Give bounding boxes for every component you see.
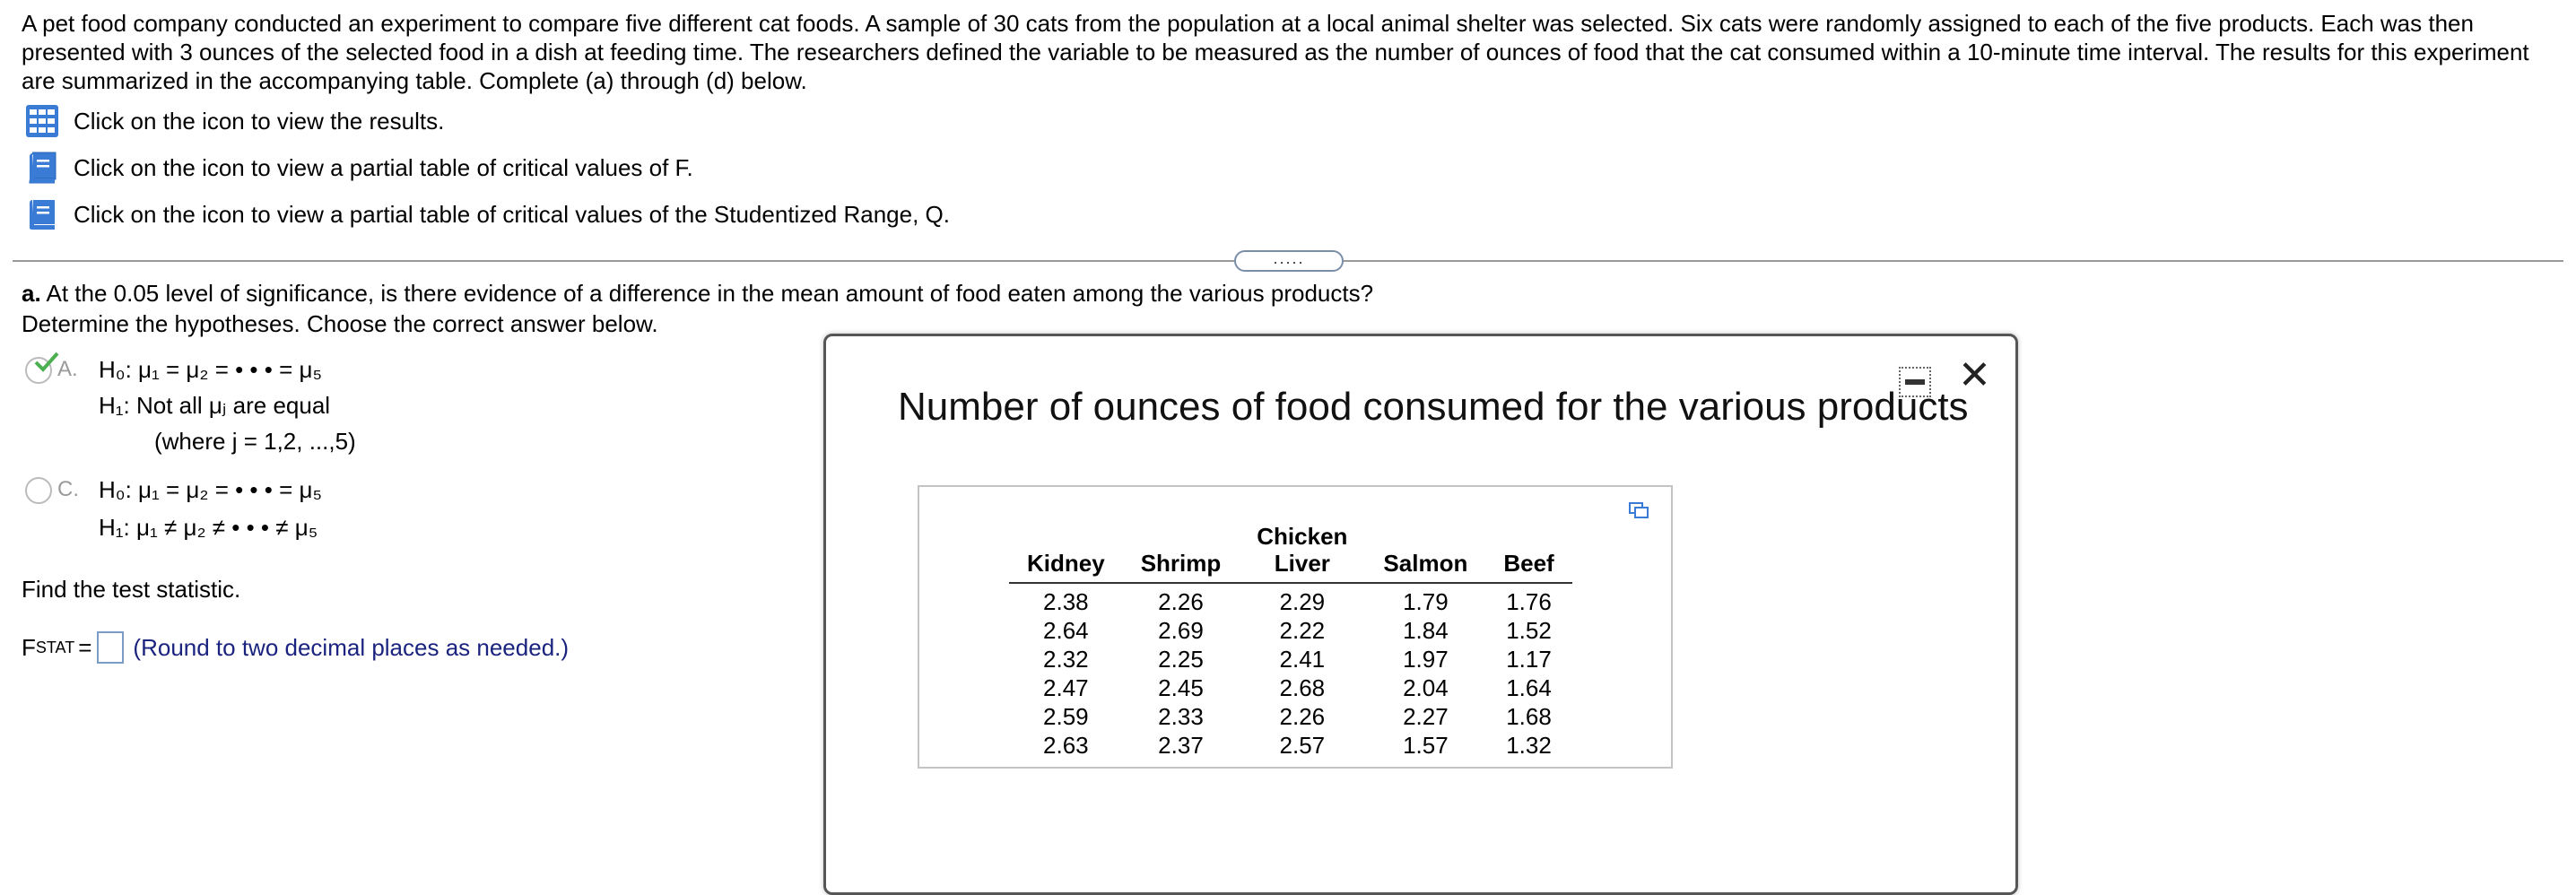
choice-a-h1: H₁: Not all μⱼ are equal — [99, 392, 331, 419]
table-cell: 2.27 — [1403, 703, 1449, 730]
table-cell: 1.79 — [1403, 588, 1449, 615]
divider-drag-handle[interactable]: ..... — [1234, 250, 1344, 272]
data-table: Kidney Shrimp Chicken Liver Salmon Beef … — [1009, 523, 1572, 760]
table-cell: 2.57 — [1279, 732, 1326, 759]
view-f-table-link[interactable]: Click on the icon to view a partial tabl… — [25, 151, 693, 185]
question-a: a. At the 0.05 level of significance, is… — [22, 278, 1373, 308]
table-cell: 2.38 — [1043, 588, 1089, 615]
question-a-instruction: Determine the hypotheses. Choose the cor… — [22, 310, 658, 337]
table-cell: 1.84 — [1403, 617, 1449, 644]
table-cell: 2.26 — [1158, 588, 1204, 615]
view-q-table-link[interactable]: Click on the icon to view a partial tabl… — [25, 197, 950, 231]
table-cell: 1.64 — [1506, 674, 1552, 701]
table-cell: 2.64 — [1043, 617, 1089, 644]
table-cell: 2.33 — [1158, 703, 1204, 730]
copy-table-icon[interactable] — [1629, 502, 1649, 518]
table-cell: 1.32 — [1506, 732, 1552, 759]
results-dialog: Number of ounces of food consumed for th… — [823, 334, 2018, 895]
table-cell: 2.41 — [1279, 646, 1326, 673]
table-cell: 2.04 — [1403, 674, 1449, 701]
table-row: 2.64 2.69 2.22 1.84 1.52 — [1009, 616, 1572, 645]
table-grid-icon[interactable] — [25, 104, 59, 138]
book-icon[interactable] — [25, 197, 59, 231]
view-results-link[interactable]: Click on the icon to view the results. — [25, 104, 444, 138]
table-cell: 2.26 — [1279, 703, 1326, 730]
choice-c-h0: H₀: μ₁ = μ₂ = • • • = μ₅ — [99, 476, 322, 503]
table-row: 2.63 2.37 2.57 1.57 1.32 — [1009, 731, 1572, 760]
view-results-label: Click on the icon to view the results. — [74, 108, 445, 135]
table-cell: 1.68 — [1506, 703, 1552, 730]
view-f-table-label: Click on the icon to view a partial tabl… — [74, 154, 693, 181]
data-table-panel: Kidney Shrimp Chicken Liver Salmon Beef … — [918, 485, 1673, 769]
minimize-icon[interactable] — [1899, 367, 1931, 397]
table-row: 2.32 2.25 2.41 1.97 1.17 — [1009, 645, 1572, 673]
table-row: 2.47 2.45 2.68 2.04 1.64 — [1009, 673, 1572, 702]
find-test-statistic: Find the test statistic. — [22, 576, 241, 603]
table-cell: 2.63 — [1043, 732, 1089, 759]
choice-a-letter: A. — [57, 357, 78, 381]
table-cell: 2.69 — [1158, 617, 1204, 644]
table-cell: 1.97 — [1403, 646, 1449, 673]
column-header-chicken-liver: Chicken Liver — [1239, 523, 1366, 584]
question-a-label: a. — [22, 280, 41, 307]
table-cell: 1.57 — [1403, 732, 1449, 759]
column-header-kidney: Kidney — [1009, 523, 1123, 584]
table-cell: 2.47 — [1043, 674, 1089, 701]
fstat-label-sub: STAT — [35, 638, 75, 656]
table-cell: 2.59 — [1043, 703, 1089, 730]
book-icon[interactable] — [25, 151, 59, 185]
table-cell: 1.76 — [1506, 588, 1552, 615]
question-a-text: At the 0.05 level of significance, is th… — [46, 280, 1374, 307]
fstat-row: F STAT = (Round to two decimal places as… — [22, 631, 569, 664]
choice-a-radio[interactable] — [25, 357, 52, 384]
table-cell: 2.45 — [1158, 674, 1204, 701]
choice-c-letter: C. — [57, 477, 79, 501]
choice-a-h0: H₀: μ₁ = μ₂ = • • • = μ₅ — [99, 356, 322, 383]
choice-a-h1-note: (where j = 1,2, ...,5) — [154, 428, 356, 455]
fstat-equals: = — [78, 633, 92, 661]
fstat-input[interactable] — [97, 631, 125, 664]
table-cell: 2.29 — [1279, 588, 1326, 615]
table-cell: 2.37 — [1158, 732, 1204, 759]
view-q-table-label: Click on the icon to view a partial tabl… — [74, 201, 950, 228]
fstat-label: F — [22, 633, 36, 661]
close-icon[interactable]: ✕ — [1958, 353, 1991, 397]
column-header-shrimp: Shrimp — [1122, 523, 1240, 584]
table-row: 2.38 2.26 2.29 1.79 1.76 — [1009, 583, 1572, 616]
table-cell: 2.25 — [1158, 646, 1204, 673]
checkmark-icon — [34, 352, 59, 378]
table-row: 2.59 2.33 2.26 2.27 1.68 — [1009, 702, 1572, 731]
fstat-hint: (Round to two decimal places as needed.) — [133, 633, 570, 661]
table-cell: 2.68 — [1279, 674, 1326, 701]
table-header-row: Kidney Shrimp Chicken Liver Salmon Beef — [1009, 523, 1572, 584]
table-cell: 2.32 — [1043, 646, 1089, 673]
dialog-title: Number of ounces of food consumed for th… — [898, 385, 1969, 429]
table-cell: 2.22 — [1279, 617, 1326, 644]
table-cell: 1.52 — [1506, 617, 1552, 644]
column-header-beef: Beef — [1485, 523, 1572, 584]
table-cell: 1.17 — [1506, 646, 1552, 673]
choice-c-radio[interactable] — [25, 477, 52, 504]
choice-c-h1: H₁: μ₁ ≠ μ₂ ≠ • • • ≠ μ₅ — [99, 514, 318, 541]
column-header-salmon: Salmon — [1365, 523, 1486, 584]
problem-intro: A pet food company conducted an experime… — [22, 10, 2529, 94]
